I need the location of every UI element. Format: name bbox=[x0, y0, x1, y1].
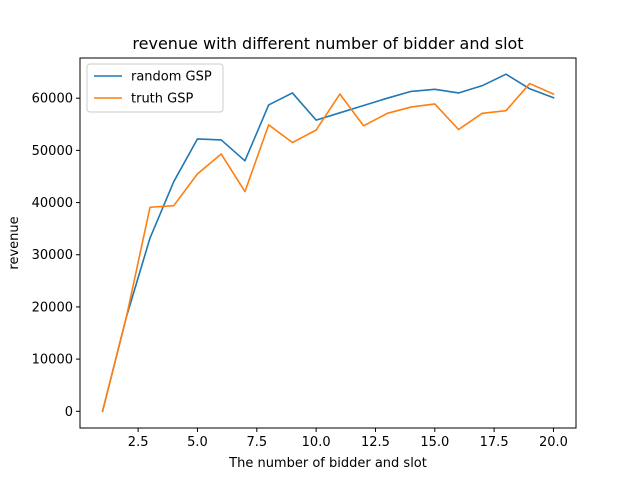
plot-frame bbox=[79, 57, 577, 429]
y-tick-label: 60000 bbox=[32, 92, 73, 107]
legend-label: truth GSP bbox=[131, 92, 193, 107]
plot-area bbox=[80, 58, 576, 428]
x-tick-label: 17.5 bbox=[480, 435, 509, 450]
y-axis-label: revenue bbox=[7, 216, 22, 269]
x-tick-label: 2.5 bbox=[128, 435, 149, 450]
legend-label: random GSP bbox=[131, 70, 212, 85]
chart-title: revenue with different number of bidder … bbox=[132, 34, 523, 53]
y-tick-label: 0 bbox=[65, 405, 73, 420]
y-tick-label: 50000 bbox=[32, 144, 73, 159]
x-tick-label: 15.0 bbox=[420, 435, 449, 450]
series-line-random-gsp bbox=[101, 73, 555, 413]
x-tick-label: 10.0 bbox=[302, 435, 331, 450]
y-axis-ticks: 0 10000 20000 30000 40000 50000 60000 bbox=[32, 92, 80, 420]
y-tick-label: 20000 bbox=[32, 300, 73, 315]
legend: random GSP truth GSP bbox=[86, 63, 224, 113]
series-line-truth-gsp bbox=[101, 82, 555, 413]
series-layer bbox=[101, 73, 555, 413]
x-tick-label: 12.5 bbox=[361, 435, 390, 450]
x-tick-label: 5.0 bbox=[187, 435, 208, 450]
x-axis-ticks: 2.5 5.0 7.5 10.0 12.5 15.0 17.5 20.0 bbox=[128, 428, 568, 450]
x-tick-label: 7.5 bbox=[246, 435, 267, 450]
y-tick-label: 10000 bbox=[32, 353, 73, 368]
x-axis-label: The number of bidder and slot bbox=[228, 456, 427, 471]
x-tick-label: 20.0 bbox=[539, 435, 568, 450]
y-tick-label: 40000 bbox=[32, 196, 73, 211]
y-tick-label: 30000 bbox=[32, 248, 73, 263]
